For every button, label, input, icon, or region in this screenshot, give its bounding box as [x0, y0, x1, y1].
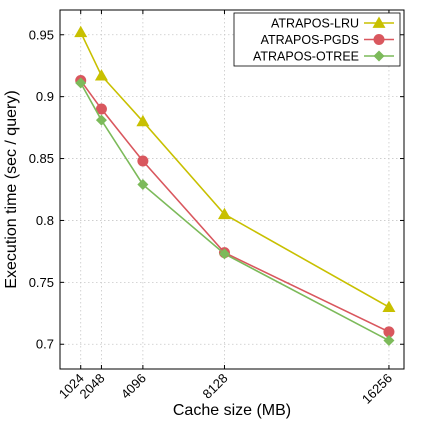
legend-marker: [373, 50, 385, 62]
legend: ATRAPOS-LRU ATRAPOS-PGDS ATRAPOS-OTREE: [233, 12, 401, 67]
series-atrapos-lru: [74, 25, 396, 312]
data-point: [95, 114, 107, 126]
data-point: [74, 25, 88, 38]
grid-lines: [60, 10, 404, 369]
y-tick-label: 0.8: [36, 213, 54, 228]
y-tick-label: 0.75: [29, 275, 54, 290]
data-point: [383, 335, 395, 347]
data-point: [383, 326, 395, 338]
y-tick-label: 0.7: [36, 337, 54, 352]
data-point: [95, 103, 107, 115]
legend-label: ATRAPOS-LRU: [271, 17, 359, 31]
x-axis-title: Cache size (MB): [173, 402, 291, 419]
y-axis: 0.7 0.75 0.8 0.85 0.9 0.95: [29, 27, 404, 352]
data-point: [137, 155, 149, 167]
data-point: [94, 69, 108, 81]
y-tick-label: 0.9: [36, 89, 54, 104]
data-point: [75, 77, 87, 89]
y-tick-label: 0.85: [29, 151, 54, 166]
legend-label: ATRAPOS-PGDS: [261, 33, 359, 47]
series-layer: [74, 25, 396, 347]
series-atrapos-otree: [75, 77, 395, 347]
data-point: [218, 248, 230, 260]
data-point: [382, 300, 396, 312]
y-tick-label: 0.95: [29, 27, 54, 42]
data-point: [217, 207, 231, 220]
legend-marker: [373, 34, 385, 45]
legend-label: ATRAPOS-OTREE: [253, 50, 359, 64]
plot-frame: [59, 9, 405, 370]
y-axis-title: Execution time (sec / query): [3, 90, 20, 288]
data-point: [137, 179, 149, 191]
legend-marker: [372, 16, 386, 28]
data-point: [136, 114, 150, 127]
